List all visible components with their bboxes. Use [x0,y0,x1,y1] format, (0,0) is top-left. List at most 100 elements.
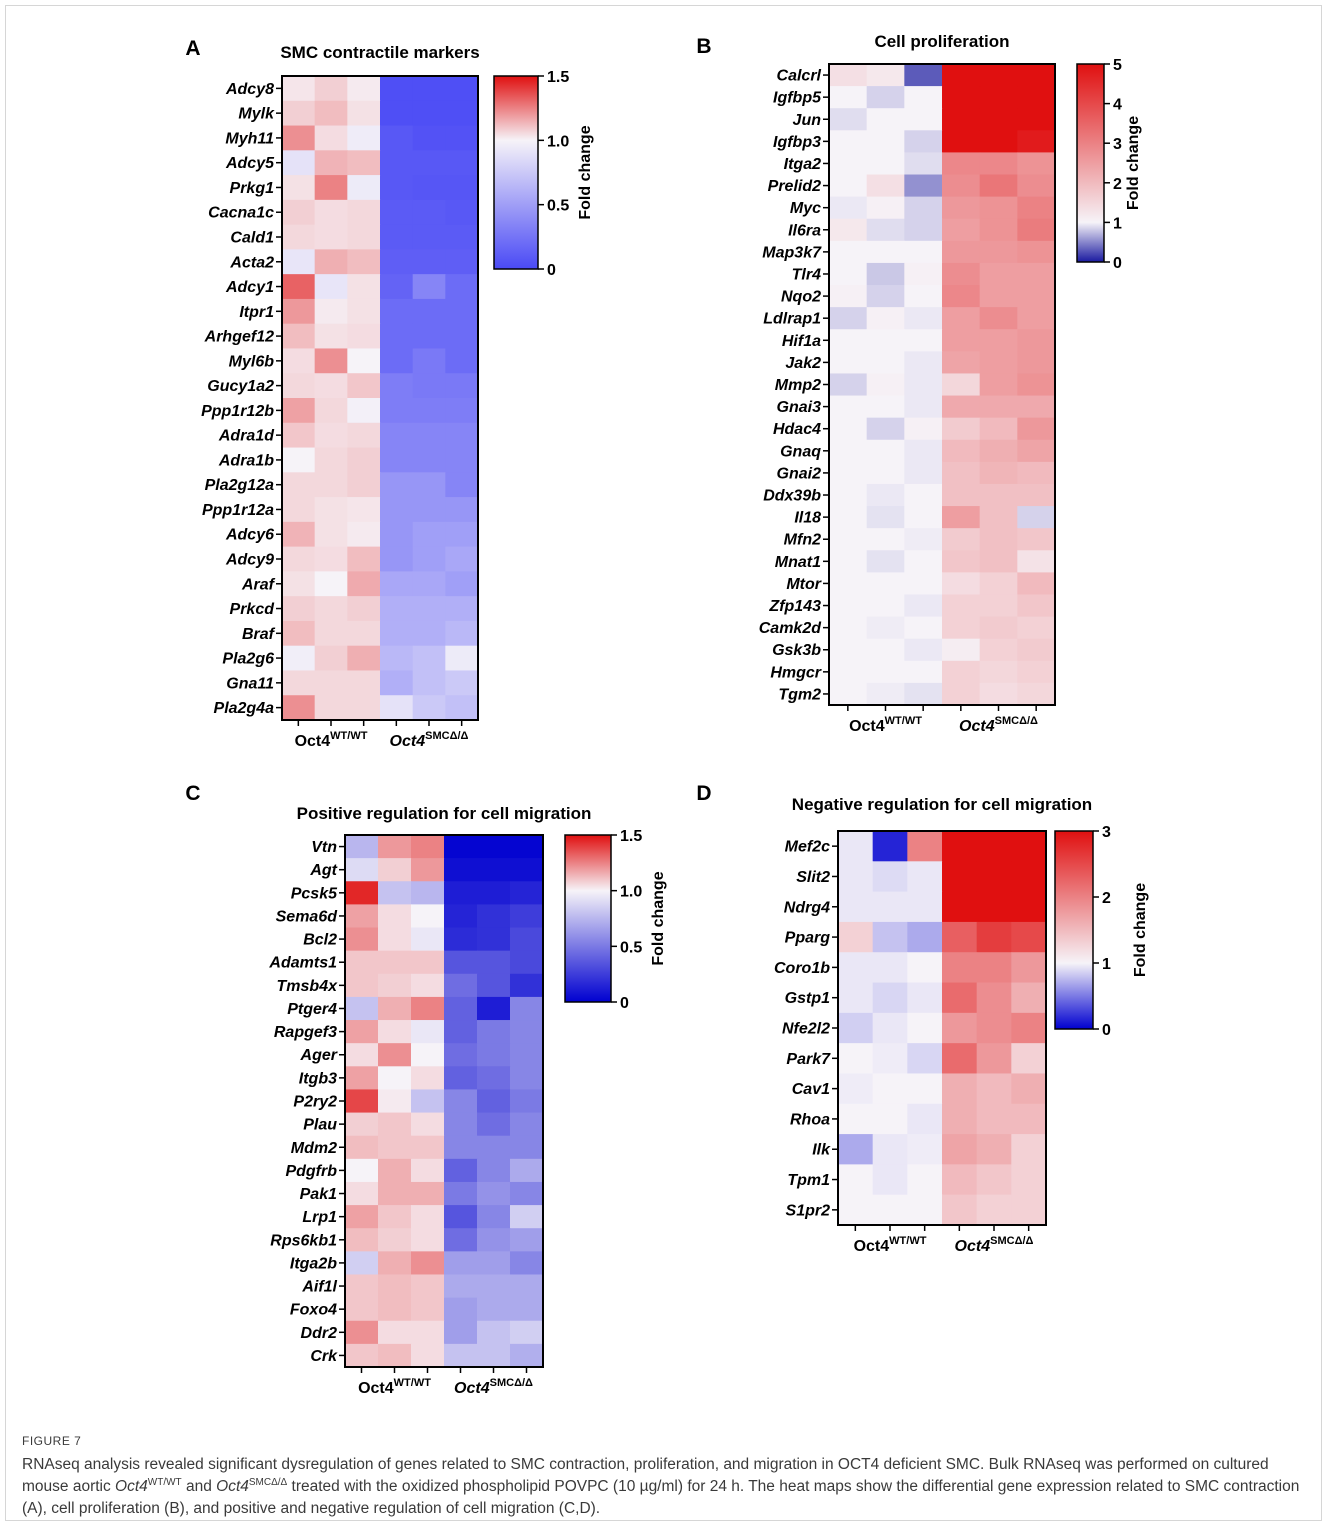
heatmap-cell [477,1158,511,1183]
colorbar-tick-label: 0 [620,995,629,1012]
heatmap-cell [979,572,1018,596]
heatmap-cell [976,1164,1012,1196]
heatmap-cell [904,108,943,131]
gene-label: Arhgef12 [204,329,274,346]
heatmap-cell [829,638,868,662]
group-label: Oct4SMCΔ/Δ [454,1377,533,1397]
heatmap-cell [907,921,943,953]
heatmap-cell [477,1112,511,1137]
heatmap-cell [314,274,348,300]
heatmap-cell [412,472,446,498]
heatmap-cell [444,1343,478,1368]
heatmap-cell [378,904,412,929]
heatmap-cell [942,1164,978,1196]
gene-label: Adcy8 [225,81,274,98]
heatmap-cell [942,1194,978,1226]
heatmap-cell [872,921,908,953]
heatmap-cell [444,1274,478,1299]
heatmap-cell [378,1020,412,1044]
heatmap-cell [444,996,478,1021]
heatmap-cell [979,682,1018,706]
heatmap-cell [904,64,943,87]
group-name: Oct4 [454,1380,490,1397]
group-label: Oct4SMCΔ/Δ [955,1235,1034,1255]
heatmap-cell [477,1205,511,1229]
gene-label: Zfp143 [768,598,821,615]
heatmap-cell [380,571,414,597]
heatmap-cells [829,64,1056,706]
heatmap-cell [866,86,905,109]
heatmap-cell [380,249,414,275]
heatmap-cell [866,550,905,573]
heatmap-cell [829,86,868,109]
heatmap-cell [282,670,316,696]
heatmap-cell [314,76,348,102]
heatmap-cell [282,645,316,672]
heatmap-cell [1011,1073,1047,1105]
heatmap-cell [510,950,544,975]
heatmap-cell [412,224,446,250]
heatmap-cell [942,329,981,352]
heatmap-cell [829,550,868,573]
heatmap-cell [904,572,943,596]
heatmap-cell [282,224,316,250]
heatmap-cell [1017,616,1056,640]
heatmap-cell [510,1205,544,1229]
heatmap-cell [411,1343,445,1368]
heatmap-cell [866,638,905,662]
heatmap-cell [282,373,316,399]
heatmap-cell [1017,218,1056,242]
heatmap-cell [866,461,905,485]
caption-part4: ), and positive and negative regulation … [179,1500,564,1517]
heatmap-cell [510,1158,544,1183]
panel-title: SMC contractile markers [280,43,479,62]
colorbar-tick-label: 0.5 [547,198,569,215]
heatmap-cell [942,660,981,684]
heatmap-cell [411,1089,445,1114]
heatmap-cell [444,858,478,882]
heatmap-cell [445,472,479,498]
colorbar [493,75,539,270]
heatmap-cell [904,196,943,220]
heatmap-cell [976,1103,1012,1135]
gene-label: Il6ra [788,222,821,239]
heatmap-cell [976,1043,1012,1075]
heatmap-cell [412,670,446,696]
heatmap-cell [1017,395,1056,419]
heatmap-cell [347,199,381,226]
heatmap-cell [829,130,868,154]
heatmap-cell [444,835,478,859]
heatmap-cell [314,472,348,498]
heatmap-cell [979,307,1018,330]
heatmap-cell [477,1297,511,1322]
heatmap-cell [282,76,316,102]
gene-label: Acta2 [229,254,274,271]
heatmap-cell [380,521,414,548]
heatmap-cell [380,447,414,473]
heatmap-cell [510,1089,544,1114]
heatmap-cell [378,1181,412,1206]
heatmap-cell [314,224,348,250]
heatmap-cell [510,1320,544,1345]
heatmap-cell [345,1274,379,1299]
heatmap-cell [412,521,446,548]
heatmap-cell [829,262,868,286]
gene-label: Gnai2 [777,465,822,482]
heatmap-cell [380,199,414,226]
heatmap-cell [380,546,414,572]
heatmap-cell [282,521,316,548]
heatmap-cell [380,398,414,424]
heatmap-cell [445,670,479,696]
heatmap-cell [838,921,874,953]
heatmap-cell [412,348,446,374]
heatmap-cell [347,472,381,498]
heatmap-cell [314,546,348,572]
heatmap-cell [445,620,479,647]
panel-d: D Negative regulation for cell migration M… [696,782,1149,1255]
heatmap-cell [477,1251,511,1276]
heatmap-cell [907,1073,943,1105]
heatmap-cell [411,1320,445,1345]
heatmap-cell [942,218,981,242]
gene-label: Ddr2 [301,1325,338,1342]
heatmap-cell [829,528,868,551]
